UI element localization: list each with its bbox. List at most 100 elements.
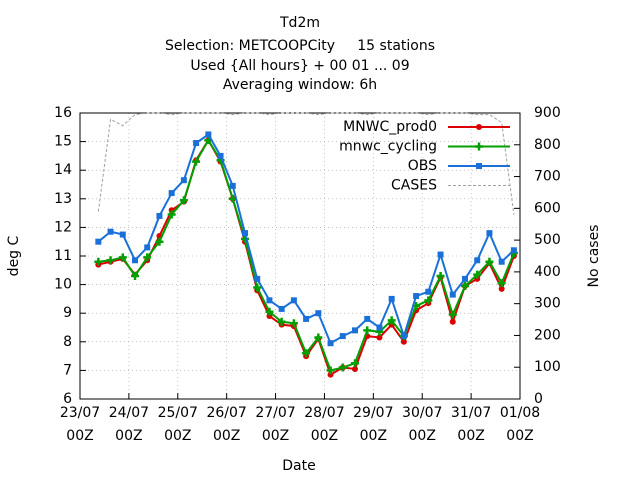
data-point — [449, 318, 456, 325]
data-point — [448, 310, 457, 319]
data-point — [156, 212, 163, 219]
data-point — [314, 333, 323, 342]
data-point — [254, 275, 261, 282]
data-point — [510, 247, 517, 254]
data-point — [95, 238, 102, 245]
x-tick-label-box: 26/07 00Z — [206, 405, 247, 444]
data-point — [436, 272, 445, 281]
y2-tick-label: 0 — [534, 391, 543, 407]
data-point — [205, 131, 212, 138]
legend-label: mnwc_cycling — [339, 139, 437, 155]
data-point — [266, 297, 273, 304]
data-point — [424, 296, 433, 305]
x-axis-label: Date — [282, 458, 315, 474]
x-tick-label-box: 30/07 00Z — [402, 405, 443, 444]
y-tick-label: 14 — [54, 162, 72, 178]
y-tick-label: 11 — [54, 248, 72, 264]
data-point — [462, 275, 468, 282]
y-tick-label: 8 — [63, 334, 72, 350]
data-point — [437, 251, 444, 258]
legend-marker — [476, 124, 482, 130]
y2-axis-label: No cases — [586, 225, 602, 288]
x-tick-label: 29/07 00Z — [353, 405, 394, 444]
data-point — [486, 230, 493, 237]
y2-tick-label: 700 — [534, 169, 561, 185]
data-point — [498, 285, 505, 292]
data-point — [132, 257, 138, 264]
data-point — [388, 295, 395, 302]
data-point — [364, 315, 371, 322]
x-tick-label: 26/07 00Z — [206, 405, 247, 444]
data-point — [278, 305, 285, 312]
x-tick-label-box: 23/07 00Z — [59, 405, 101, 444]
data-point — [265, 307, 274, 316]
x-tick-label-box: 31/07 00Z — [450, 405, 492, 444]
data-point — [338, 363, 347, 372]
data-point — [449, 291, 456, 298]
data-point — [143, 253, 152, 262]
y-tick-label: 12 — [54, 219, 72, 235]
legend-label: MNWC_prod0 — [343, 119, 437, 135]
x-tick-label: 01/08 00Z — [499, 405, 541, 444]
y-tick-label: 7 — [63, 362, 72, 378]
data-point — [253, 283, 262, 292]
plot-border — [79, 112, 521, 400]
data-point — [168, 190, 175, 197]
title-line: Td2m — [279, 15, 320, 31]
data-point — [473, 270, 482, 279]
legend-label: CASES — [391, 178, 437, 194]
data-point — [497, 279, 506, 288]
legend-marker — [475, 142, 483, 151]
data-point — [106, 256, 115, 265]
data-point — [167, 210, 176, 219]
y2-tick-label: 900 — [534, 105, 561, 121]
data-point — [289, 319, 298, 328]
x-tick-label: 25/07 00Z — [157, 405, 198, 444]
data-point — [119, 231, 126, 238]
data-point — [474, 275, 481, 282]
y2-tick-label: 600 — [534, 200, 561, 216]
data-point — [363, 326, 372, 335]
data-point — [303, 315, 310, 322]
y-axis-label: deg C — [6, 235, 22, 276]
title-line: Selection: METCOOPCity 15 stations — [165, 38, 435, 54]
legend-label: OBS — [408, 158, 437, 174]
data-point — [144, 244, 151, 251]
data-point — [192, 157, 201, 166]
title-line: Averaging window: 6h — [223, 77, 377, 93]
x-tick-label: 30/07 00Z — [402, 405, 443, 444]
y-tick-label: 6 — [63, 391, 72, 407]
series-line — [98, 138, 515, 372]
data-point — [302, 349, 311, 358]
x-tick-label: 24/07 00Z — [108, 405, 150, 444]
x-tick-label-box: 28/07 00Z — [304, 405, 344, 444]
y2-tick-label: 500 — [534, 232, 561, 248]
data-point — [485, 257, 494, 266]
data-point — [400, 333, 407, 340]
x-tick-label: 31/07 00Z — [450, 405, 492, 444]
y-tick-label: 9 — [63, 305, 72, 321]
data-point — [277, 317, 286, 326]
data-point — [474, 257, 481, 264]
data-point — [413, 293, 420, 300]
x-tick-label-box: 01/08 00Z — [499, 405, 541, 444]
data-point — [387, 316, 396, 325]
data-point — [352, 365, 358, 372]
y2-tick-label: 200 — [534, 327, 561, 343]
data-point — [352, 327, 358, 334]
y-tick-label: 10 — [54, 277, 72, 293]
data-point — [326, 366, 335, 375]
x-tick-label: 23/07 00Z — [59, 405, 101, 444]
legend-marker — [476, 163, 482, 169]
y2-tick-label: 800 — [534, 137, 561, 153]
series-line — [98, 138, 515, 377]
data-point — [498, 258, 505, 265]
data-point — [376, 334, 383, 341]
y-tick-label: 16 — [54, 105, 72, 121]
data-point — [180, 177, 187, 184]
y-tick-label: 13 — [54, 191, 72, 207]
x-tick-label-box: 24/07 00Z — [108, 405, 150, 444]
data-point — [400, 338, 407, 345]
y2-tick-label: 300 — [534, 296, 561, 312]
data-point — [155, 237, 164, 246]
